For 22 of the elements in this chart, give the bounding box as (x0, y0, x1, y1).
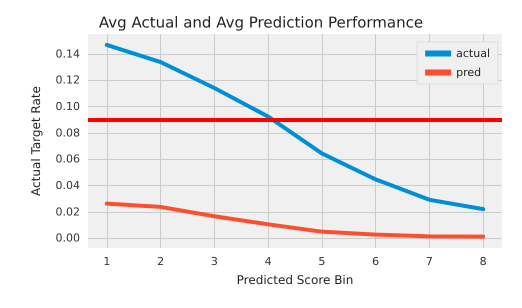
y-tick-label: 0.04 (56, 178, 80, 192)
y-tick-label: 0.08 (56, 126, 80, 140)
x-tick-label: 7 (426, 255, 433, 268)
y-axis-title: Actual Target Rate (29, 86, 43, 196)
x-tick-label: 8 (480, 255, 487, 268)
line-series (104, 202, 486, 239)
legend-label: pred (456, 66, 482, 79)
legend-label: actual (456, 47, 490, 60)
x-tick-label: 6 (372, 255, 380, 268)
chart-title: Avg Actual and Avg Prediction Performance (98, 14, 424, 32)
y-tick-label: 0.02 (56, 205, 80, 218)
y-tick-label: 0.12 (56, 74, 80, 87)
y-tick-label: 0.14 (56, 47, 80, 60)
y-tick-label: 0.10 (56, 100, 80, 113)
x-tick-label: 2 (157, 255, 164, 268)
y-tick-label: 0.00 (56, 232, 80, 245)
x-tick-label: 1 (103, 255, 110, 268)
y-tick-label: 0.06 (56, 152, 80, 166)
x-tick-label: 3 (210, 255, 218, 268)
x-tick-label: 4 (264, 255, 272, 268)
x-tick-label: 5 (318, 255, 326, 268)
x-axis-title: Predicted Score Bin (236, 273, 354, 287)
